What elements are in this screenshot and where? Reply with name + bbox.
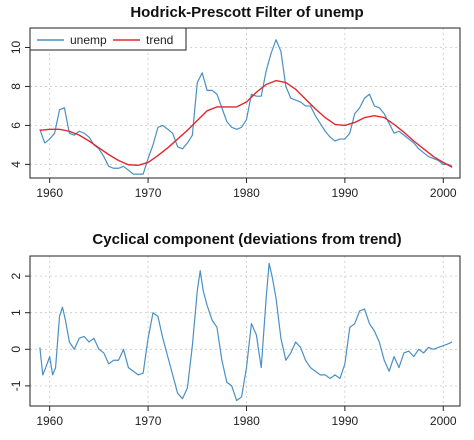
legend-box [29, 27, 187, 51]
legend-label-unemp: unemp [70, 33, 107, 47]
y-tick-label: 1 [9, 309, 23, 316]
x-tick-label: 1990 [332, 186, 359, 200]
y-tick-label: 2 [9, 272, 23, 279]
plot-frame [29, 27, 461, 179]
y-tick-label: 4 [9, 161, 23, 168]
x-tick-label: 1980 [233, 414, 260, 428]
y-tick-label: 0 [9, 346, 23, 353]
y-tick-label: 8 [9, 83, 23, 90]
x-tick-label: 1960 [36, 414, 63, 428]
x-tick-label: 1980 [233, 186, 260, 200]
chart-title: Hodrick-Prescott Filter of unemp [130, 4, 363, 21]
y-tick-label: -1 [9, 380, 23, 391]
cyclical-series-line [39, 262, 453, 402]
x-tick-label: 2000 [430, 414, 457, 428]
x-tick-label: 1990 [332, 414, 359, 428]
hp-filter-panel: Hodrick-Prescott Filter of unemp 1960 197… [9, 4, 461, 200]
y-tick-label: 10 [9, 40, 23, 54]
plot-frame [29, 255, 461, 407]
x-tick-label: 1960 [36, 186, 63, 200]
x-tick-label: 1970 [135, 414, 162, 428]
legend: unemp trend [29, 27, 187, 51]
y-tick-label: 6 [9, 122, 23, 129]
x-tick-label: 1970 [135, 186, 162, 200]
cyclical-panel: Cyclical component (deviations from tren… [9, 231, 461, 428]
series-line-trend [39, 79, 453, 168]
chart-title: Cyclical component (deviations from tren… [92, 231, 401, 248]
x-tick-label: 2000 [430, 186, 457, 200]
series-line-unemp [39, 39, 453, 175]
legend-label-trend: trend [146, 33, 173, 47]
